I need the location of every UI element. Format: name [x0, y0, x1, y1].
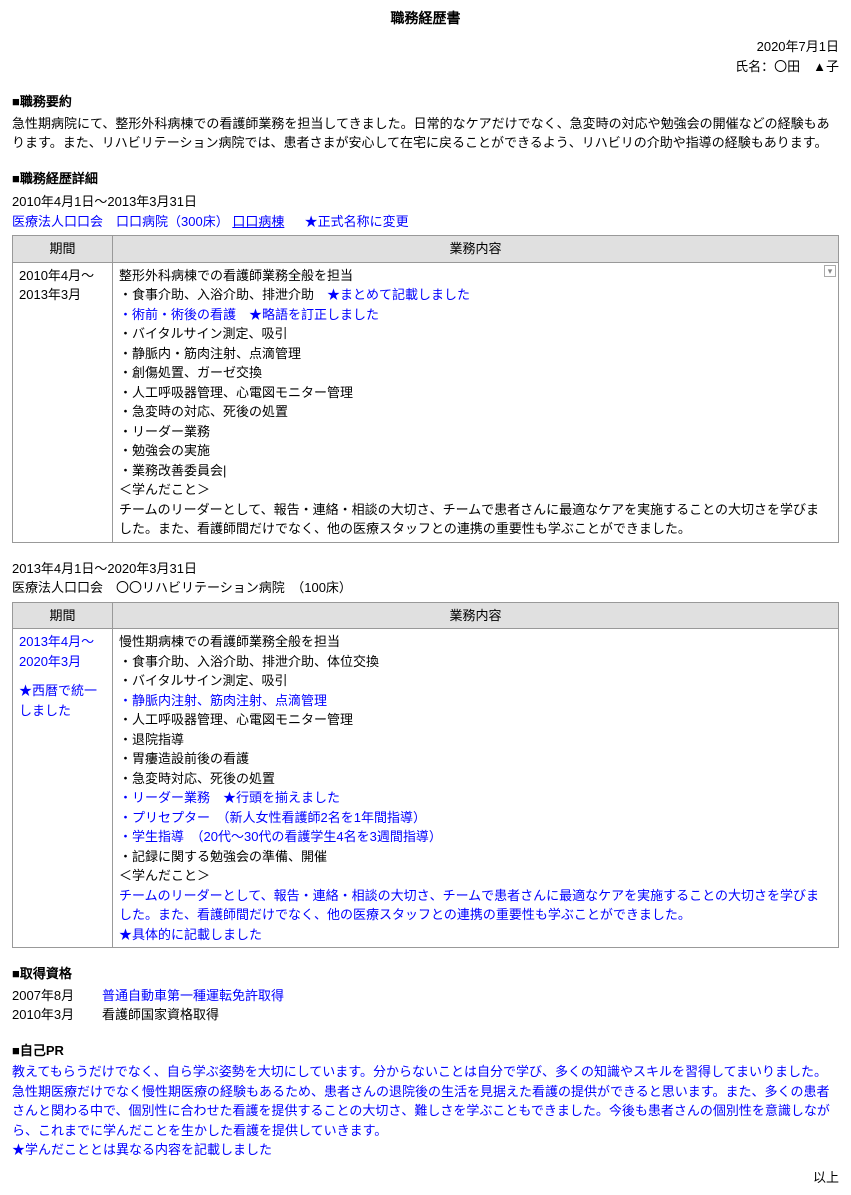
job2-learned-text: チームのリーダーとして、報告・連絡・相談の大切さ、チームで患者さんに最適なケアを…: [119, 886, 832, 925]
list-item: ・静脈内・筋肉注射、点滴管理: [119, 344, 832, 364]
job1-th-period: 期間: [13, 236, 113, 263]
job2-period-cell: 2013年4月～ 2020年3月 ★西暦で統一 しました: [13, 629, 113, 948]
job1-th-content: 業務内容: [113, 236, 839, 263]
list-item: ・記録に関する勉強会の準備、開催: [119, 847, 832, 867]
dropdown-icon[interactable]: ▾: [824, 265, 836, 277]
job1-period-l2: 2013年3月: [19, 285, 106, 305]
job1-org-name: 医療法人口口会 口口病院（300床）: [12, 214, 229, 229]
qualification-row: 2007年8月普通自動車第一種運転免許取得: [12, 986, 839, 1006]
job2-period-l1: 2013年4月～: [19, 632, 106, 652]
selfpr-heading: ■自己PR: [12, 1041, 839, 1061]
job1-bullet-list: ・食事介助、入浴介助、排泄介助 ★まとめて記載しました・術前・術後の看護 ★略語…: [119, 285, 832, 480]
selfpr-note: ★学んだこととは異なる内容を記載しました: [12, 1140, 839, 1160]
job2-period-l2: 2020年3月: [19, 652, 106, 672]
document-date: 2020年7月1日: [12, 37, 839, 57]
list-item: ・静脈内注射、筋肉注射、点滴管理: [119, 691, 832, 711]
job2-th-period: 期間: [13, 602, 113, 629]
summary-heading: ■職務要約: [12, 92, 839, 112]
job2-th-content: 業務内容: [113, 602, 839, 629]
job2-bullet-list: ・食事介助、入浴介助、排泄介助、体位交換・バイタルサイン測定、吸引・静脈内注射、…: [119, 652, 832, 867]
author-name: 氏名：〇田 ▲子: [12, 57, 839, 77]
list-item: ・勉強会の実施: [119, 441, 832, 461]
list-item: ・プリセプター （新人女性看護師2名を1年間指導）: [119, 808, 832, 828]
list-item: ・バイタルサイン測定、吸引: [119, 324, 832, 344]
job1-learned-heading: ＜学んだこと＞: [119, 480, 832, 500]
qualification-date: 2010年3月: [12, 1005, 102, 1025]
job1-organization: 医療法人口口会 口口病院（300床） 口口病棟 ★正式名称に変更: [12, 212, 839, 232]
list-item: ・創傷処置、ガーゼ交換: [119, 363, 832, 383]
document-title: 職務経歴書: [12, 8, 839, 29]
list-item: ・人工呼吸器管理、心電図モニター管理: [119, 383, 832, 403]
list-item: ・リーダー業務: [119, 422, 832, 442]
job1-content-heading: 整形外科病棟での看護師業務全般を担当: [119, 266, 832, 286]
job1-learned-text: チームのリーダーとして、報告・連絡・相談の大切さ、チームで患者さんに最適なケアを…: [119, 500, 832, 539]
list-item: ・急変時対応、死後の処置: [119, 769, 832, 789]
summary-text: 急性期病院にて、整形外科病棟での看護師業務を担当してきました。日常的なケアだけで…: [12, 114, 839, 153]
qualification-row: 2010年3月看護師国家資格取得: [12, 1005, 839, 1025]
job1-content-cell[interactable]: ▾ 整形外科病棟での看護師業務全般を担当 ・食事介助、入浴介助、排泄介助 ★まと…: [113, 262, 839, 542]
job1-period-cell: 2010年4月～ 2013年3月: [13, 262, 113, 542]
selfpr-line1: 教えてもらうだけでなく、自ら学ぶ姿勢を大切にしています。分からないことは自分で学…: [12, 1062, 839, 1082]
list-item: ・業務改善委員会|: [119, 461, 832, 481]
qualifications-heading: ■取得資格: [12, 964, 839, 984]
job1-ward-link[interactable]: 口口病棟: [232, 214, 284, 229]
qualification-date: 2007年8月: [12, 986, 102, 1006]
list-item: ・食事介助、入浴介助、排泄介助、体位交換: [119, 652, 832, 672]
list-item: ・胃瘻造設前後の看護: [119, 749, 832, 769]
list-item: ・急変時の対応、死後の処置: [119, 402, 832, 422]
qualification-text: 普通自動車第一種運転免許取得: [102, 986, 284, 1006]
list-item: ・退院指導: [119, 730, 832, 750]
job2-content-heading: 慢性期病棟での看護師業務全般を担当: [119, 632, 832, 652]
qualifications-list: 2007年8月普通自動車第一種運転免許取得2010年3月看護師国家資格取得: [12, 986, 839, 1025]
job1-period-l1: 2010年4月～: [19, 266, 106, 286]
list-item: ・術前・術後の看護 ★略語を訂正しました: [119, 305, 832, 325]
list-item: ・学生指導 （20代～30代の看護学生4名を3週間指導）: [119, 827, 832, 847]
job2-organization: 医療法人口口会 〇〇リハビリテーション病院 （100床）: [12, 578, 839, 598]
job2-period-note1: ★西暦で統一: [19, 681, 106, 701]
job1-org-note: ★正式名称に変更: [305, 214, 409, 229]
job1-period: 2010年4月1日～2013年3月31日: [12, 192, 839, 212]
job1-table: 期間 業務内容 2010年4月～ 2013年3月 ▾ 整形外科病棟での看護師業務…: [12, 235, 839, 543]
job2-period: 2013年4月1日～2020年3月31日: [12, 559, 839, 579]
qualification-text: 看護師国家資格取得: [102, 1005, 219, 1025]
list-item: ・リーダー業務 ★行頭を揃えました: [119, 788, 832, 808]
list-item: ・バイタルサイン測定、吸引: [119, 671, 832, 691]
detail-heading: ■職務経歴詳細: [12, 169, 839, 189]
job2-period-note2: しました: [19, 701, 106, 721]
list-item: ・食事介助、入浴介助、排泄介助 ★まとめて記載しました: [119, 285, 832, 305]
job2-table: 期間 業務内容 2013年4月～ 2020年3月 ★西暦で統一 しました 慢性期…: [12, 602, 839, 949]
job2-content-cell: 慢性期病棟での看護師業務全般を担当 ・食事介助、入浴介助、排泄介助、体位交換・バ…: [113, 629, 839, 948]
selfpr-line2: 急性期医療だけでなく慢性期医療の経験もあるため、患者さんの退院後の生活を見据えた…: [12, 1082, 839, 1141]
job2-learned-note: ★具体的に記載しました: [119, 925, 832, 945]
footer-end: 以上: [12, 1168, 839, 1188]
list-item: ・人工呼吸器管理、心電図モニター管理: [119, 710, 832, 730]
